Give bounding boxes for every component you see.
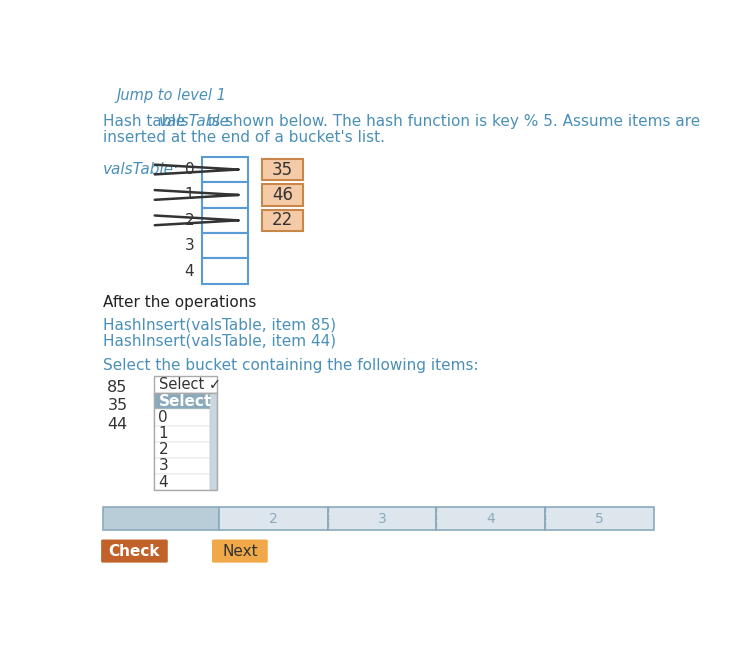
FancyBboxPatch shape — [154, 393, 210, 410]
Text: Hash table: Hash table — [102, 114, 190, 129]
Text: valsTable:: valsTable: — [102, 162, 179, 177]
Text: 4: 4 — [486, 512, 495, 526]
FancyBboxPatch shape — [154, 426, 210, 442]
FancyBboxPatch shape — [202, 157, 248, 182]
Text: HashInsert(valsTable, item 44): HashInsert(valsTable, item 44) — [102, 333, 336, 348]
FancyBboxPatch shape — [202, 207, 248, 233]
Text: 46: 46 — [272, 186, 293, 204]
Text: After the operations: After the operations — [102, 295, 256, 309]
FancyBboxPatch shape — [154, 474, 210, 490]
Text: 35: 35 — [272, 161, 293, 178]
Text: Select ✓: Select ✓ — [159, 377, 221, 392]
Text: 2: 2 — [185, 213, 194, 228]
Text: 44: 44 — [108, 417, 128, 432]
FancyBboxPatch shape — [212, 539, 267, 563]
Text: Next: Next — [222, 543, 258, 559]
Text: 0: 0 — [158, 410, 168, 425]
FancyBboxPatch shape — [262, 184, 303, 205]
Text: 3: 3 — [158, 459, 168, 474]
Text: Check: Check — [109, 543, 160, 559]
Text: 0: 0 — [185, 162, 194, 177]
Text: 22: 22 — [272, 211, 293, 229]
Text: 85: 85 — [108, 380, 128, 395]
FancyBboxPatch shape — [545, 507, 654, 530]
Text: 2: 2 — [269, 512, 278, 526]
Text: 3: 3 — [185, 238, 194, 253]
Text: HashInsert(valsTable, item 85): HashInsert(valsTable, item 85) — [102, 318, 336, 333]
FancyBboxPatch shape — [436, 507, 545, 530]
Text: 5: 5 — [595, 512, 604, 526]
Text: 35: 35 — [108, 398, 128, 413]
Text: Jump to level 1: Jump to level 1 — [117, 89, 226, 103]
FancyBboxPatch shape — [219, 507, 328, 530]
FancyBboxPatch shape — [154, 376, 217, 393]
FancyBboxPatch shape — [154, 458, 210, 474]
FancyBboxPatch shape — [210, 393, 217, 490]
Text: 3: 3 — [377, 512, 386, 526]
Text: is shown below. The hash function is key % 5. Assume items are: is shown below. The hash function is key… — [203, 114, 701, 129]
Text: 4: 4 — [185, 264, 194, 278]
FancyBboxPatch shape — [202, 182, 248, 207]
FancyBboxPatch shape — [202, 258, 248, 284]
FancyBboxPatch shape — [102, 507, 219, 530]
Text: 1: 1 — [185, 187, 194, 202]
Text: 4: 4 — [158, 475, 168, 490]
Text: Select the bucket containing the following items:: Select the bucket containing the followi… — [102, 358, 478, 373]
FancyBboxPatch shape — [262, 209, 303, 231]
Text: 1: 1 — [158, 426, 168, 441]
FancyBboxPatch shape — [101, 539, 168, 563]
FancyBboxPatch shape — [154, 442, 210, 458]
FancyBboxPatch shape — [202, 233, 248, 258]
FancyBboxPatch shape — [262, 159, 303, 180]
Text: valsTable: valsTable — [158, 114, 229, 129]
Text: inserted at the end of a bucket's list.: inserted at the end of a bucket's list. — [102, 130, 385, 145]
FancyBboxPatch shape — [154, 410, 210, 426]
Text: Select: Select — [158, 394, 211, 409]
Text: 2: 2 — [158, 443, 168, 457]
FancyBboxPatch shape — [328, 507, 436, 530]
